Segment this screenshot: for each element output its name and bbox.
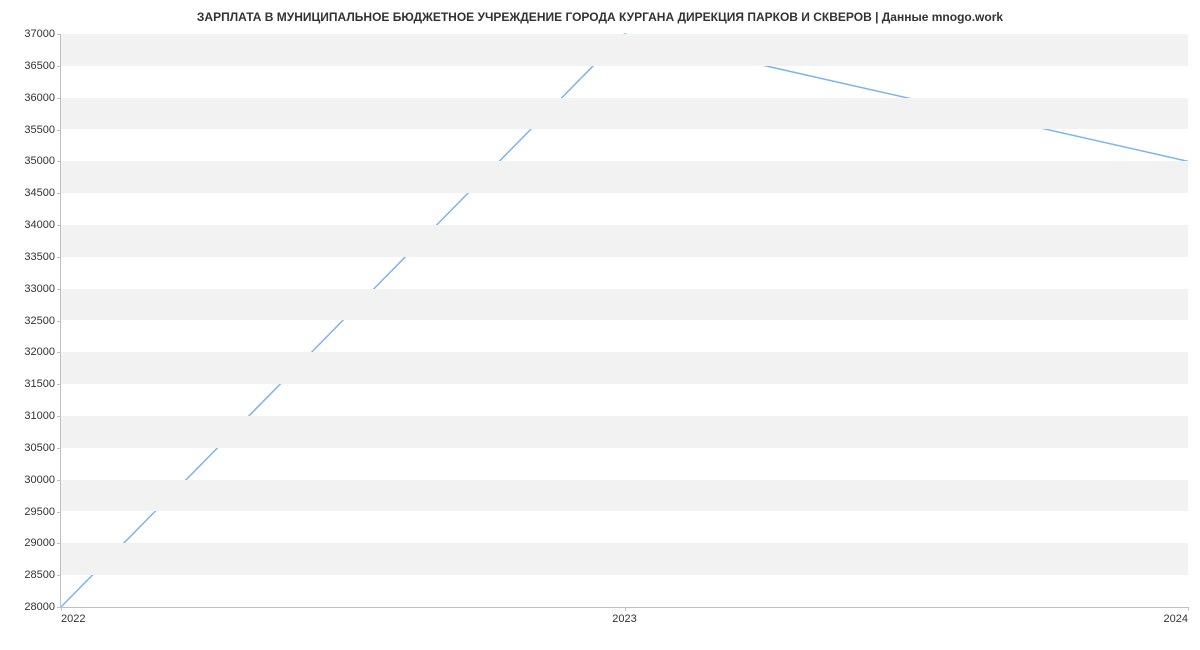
y-tick-mark — [57, 34, 61, 35]
x-tick-mark — [625, 607, 626, 611]
y-tick-label: 28000 — [24, 601, 55, 613]
y-tick-mark — [57, 66, 61, 67]
y-tick-mark — [57, 257, 61, 258]
y-tick-label: 28500 — [24, 569, 55, 581]
x-tick-label: 2022 — [61, 613, 85, 625]
grid-band — [61, 480, 1188, 512]
grid-band — [61, 543, 1188, 575]
grid-band — [61, 352, 1188, 384]
y-tick-mark — [57, 98, 61, 99]
y-tick-label: 30500 — [24, 442, 55, 454]
chart-plot-area: 2800028500290002950030000305003100031500… — [60, 34, 1188, 608]
grid-band — [61, 416, 1188, 448]
y-tick-label: 32000 — [24, 346, 55, 358]
y-tick-label: 29500 — [24, 506, 55, 518]
y-tick-label: 37000 — [24, 28, 55, 40]
y-tick-mark — [57, 512, 61, 513]
grid-band — [61, 225, 1188, 257]
grid-band — [61, 289, 1188, 321]
y-tick-mark — [57, 289, 61, 290]
y-tick-label: 36000 — [24, 92, 55, 104]
y-tick-mark — [57, 543, 61, 544]
x-tick-mark — [1188, 607, 1189, 611]
y-tick-mark — [57, 416, 61, 417]
y-tick-label: 34000 — [24, 219, 55, 231]
x-tick-label: 2024 — [1164, 613, 1188, 625]
y-tick-label: 34500 — [24, 187, 55, 199]
y-tick-label: 33000 — [24, 283, 55, 295]
grid-band — [61, 34, 1188, 66]
y-tick-mark — [57, 161, 61, 162]
y-tick-label: 31000 — [24, 410, 55, 422]
x-tick-mark — [61, 607, 62, 611]
y-tick-label: 29000 — [24, 537, 55, 549]
y-tick-mark — [57, 225, 61, 226]
y-tick-label: 36500 — [24, 60, 55, 72]
y-tick-label: 32500 — [24, 315, 55, 327]
y-tick-mark — [57, 321, 61, 322]
y-tick-mark — [57, 352, 61, 353]
y-tick-label: 31500 — [24, 378, 55, 390]
y-tick-mark — [57, 193, 61, 194]
y-tick-mark — [57, 448, 61, 449]
y-tick-mark — [57, 480, 61, 481]
y-tick-label: 33500 — [24, 251, 55, 263]
y-tick-label: 35500 — [24, 124, 55, 136]
y-tick-label: 35000 — [24, 155, 55, 167]
y-tick-mark — [57, 575, 61, 576]
x-tick-label: 2023 — [612, 613, 636, 625]
y-tick-mark — [57, 130, 61, 131]
y-tick-mark — [57, 384, 61, 385]
chart-title: ЗАРПЛАТА В МУНИЦИПАЛЬНОЕ БЮДЖЕТНОЕ УЧРЕЖ… — [0, 0, 1200, 24]
y-tick-label: 30000 — [24, 474, 55, 486]
grid-band — [61, 161, 1188, 193]
grid-band — [61, 98, 1188, 130]
